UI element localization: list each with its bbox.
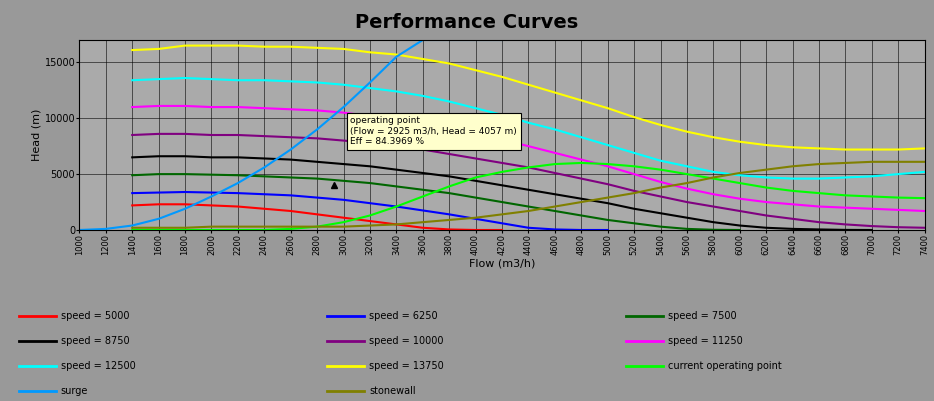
Text: speed = 7500: speed = 7500: [668, 311, 736, 321]
Text: stonewall: stonewall: [369, 386, 416, 396]
Text: speed = 10000: speed = 10000: [369, 336, 444, 346]
Text: Performance Curves: Performance Curves: [355, 12, 579, 32]
Text: speed = 8750: speed = 8750: [61, 336, 129, 346]
Text: surge: surge: [61, 386, 88, 396]
Text: speed = 13750: speed = 13750: [369, 361, 444, 371]
Text: speed = 11250: speed = 11250: [668, 336, 743, 346]
Text: speed = 5000: speed = 5000: [61, 311, 129, 321]
Text: current operating point: current operating point: [668, 361, 782, 371]
Y-axis label: Head (m): Head (m): [32, 109, 42, 161]
X-axis label: Flow (m3/h): Flow (m3/h): [469, 258, 535, 268]
Text: speed = 12500: speed = 12500: [61, 361, 135, 371]
Text: speed = 6250: speed = 6250: [369, 311, 437, 321]
Text: operating point
(Flow = 2925 m3/h, Head = 4057 m)
Eff = 84.3969 %: operating point (Flow = 2925 m3/h, Head …: [350, 116, 517, 146]
